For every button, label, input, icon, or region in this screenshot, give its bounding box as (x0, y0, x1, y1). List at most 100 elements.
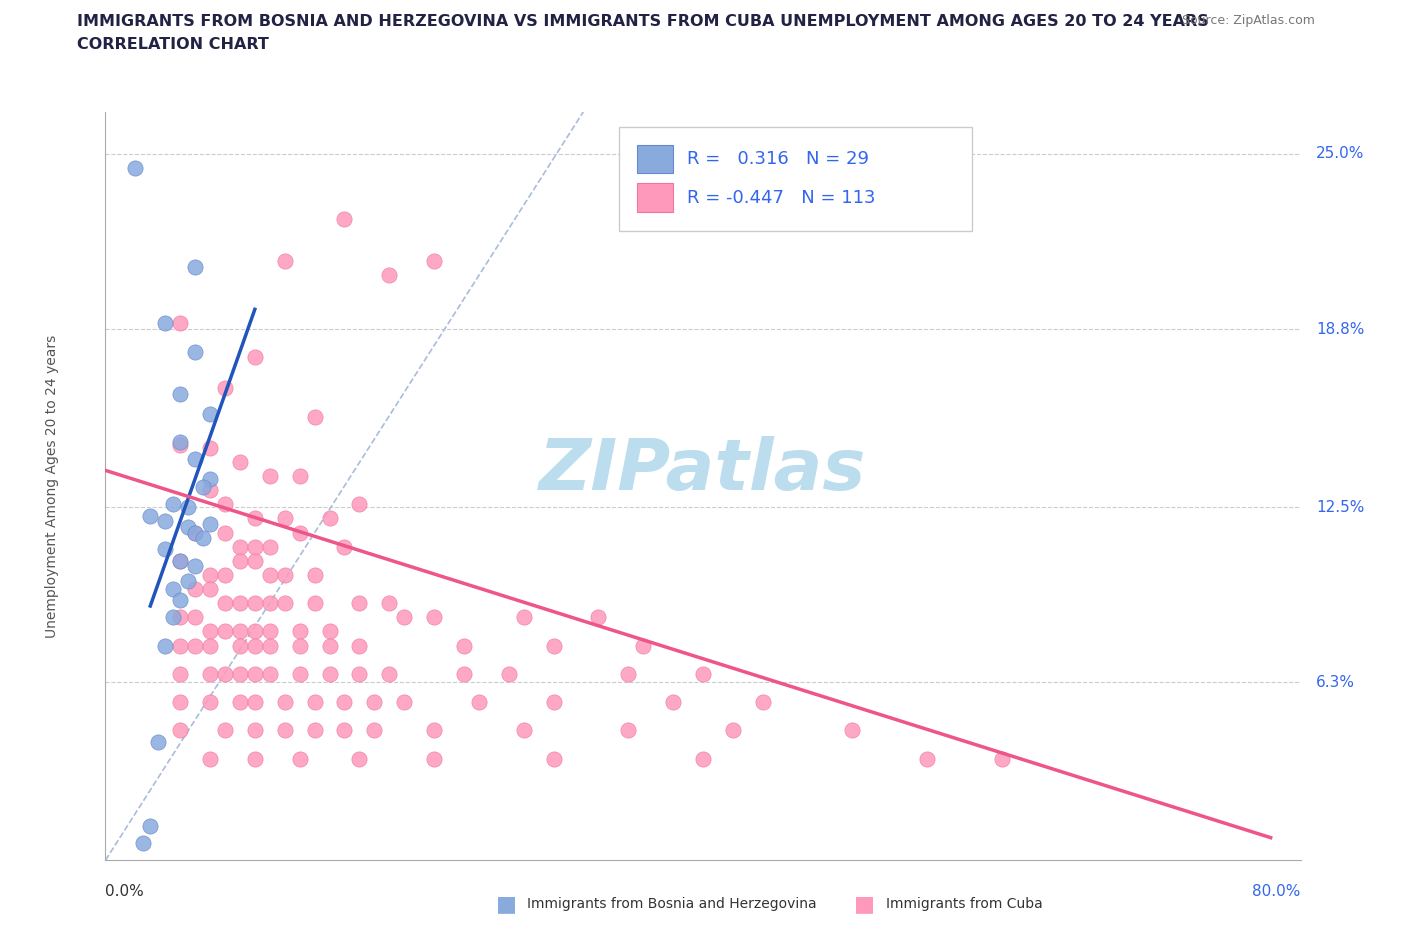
Point (318, 511, 340, 525)
Text: CORRELATION CHART: CORRELATION CHART (77, 37, 269, 52)
Point (349, 596, 371, 611)
Point (288, 638, 311, 653)
Point (349, 497, 371, 512)
Point (423, 610, 446, 625)
Point (139, 819, 162, 834)
Point (243, 638, 266, 653)
Point (617, 723, 640, 737)
Point (243, 624, 266, 639)
Point (423, 751, 446, 766)
Point (198, 517, 221, 532)
Text: Immigrants from Cuba: Immigrants from Cuba (886, 897, 1042, 911)
Point (214, 567, 236, 582)
Point (453, 638, 475, 653)
Point (198, 667, 221, 682)
Point (198, 638, 221, 653)
Point (229, 667, 252, 682)
Text: 12.5%: 12.5% (1316, 499, 1364, 514)
Text: 0.0%: 0.0% (105, 884, 145, 899)
Point (124, 161, 146, 176)
Point (155, 638, 177, 653)
Point (333, 539, 356, 554)
Point (378, 667, 401, 682)
Point (169, 695, 191, 710)
Text: 18.8%: 18.8% (1316, 322, 1364, 337)
Point (273, 723, 295, 737)
Point (169, 437, 191, 452)
Point (169, 316, 191, 331)
Point (155, 542, 177, 557)
Point (229, 695, 252, 710)
Point (169, 723, 191, 737)
Point (214, 723, 236, 737)
Point (259, 667, 281, 682)
Point (214, 667, 236, 682)
Point (288, 667, 311, 682)
Point (214, 497, 236, 512)
Point (198, 581, 221, 596)
Point (229, 624, 252, 639)
Point (318, 638, 340, 653)
Point (349, 667, 371, 682)
Point (288, 525, 311, 540)
Point (229, 553, 252, 568)
Point (243, 695, 266, 710)
Text: Source: ZipAtlas.com: Source: ZipAtlas.com (1181, 14, 1315, 27)
Point (304, 723, 326, 737)
Point (146, 734, 169, 749)
Point (692, 751, 714, 766)
Text: 80.0%: 80.0% (1253, 884, 1301, 899)
Point (990, 751, 1012, 766)
Point (229, 539, 252, 554)
Point (214, 381, 236, 396)
Point (191, 480, 214, 495)
Text: IMMIGRANTS FROM BOSNIA AND HERZEGOVINA VS IMMIGRANTS FROM CUBA UNEMPLOYMENT AMON: IMMIGRANTS FROM BOSNIA AND HERZEGOVINA V… (77, 14, 1209, 29)
Point (288, 469, 311, 484)
Point (162, 610, 184, 625)
Point (588, 610, 610, 625)
Point (229, 455, 252, 470)
Point (394, 610, 416, 625)
Point (229, 596, 252, 611)
Point (184, 344, 207, 359)
Point (273, 254, 295, 269)
Point (468, 695, 491, 710)
Point (692, 667, 714, 682)
Point (184, 610, 207, 625)
Point (259, 624, 281, 639)
Text: Immigrants from Bosnia and Herzegovina: Immigrants from Bosnia and Herzegovina (527, 897, 817, 911)
Text: ■: ■ (496, 894, 516, 914)
Point (132, 836, 155, 851)
Point (169, 667, 191, 682)
Point (259, 539, 281, 554)
Point (751, 695, 773, 710)
Text: R =   0.316   N = 29: R = 0.316 N = 29 (688, 150, 869, 167)
Point (617, 667, 640, 682)
Point (162, 581, 184, 596)
Text: 6.3%: 6.3% (1316, 675, 1355, 690)
Point (162, 497, 184, 512)
Point (155, 513, 177, 528)
Point (169, 434, 191, 449)
Point (243, 723, 266, 737)
Point (841, 723, 863, 737)
Point (176, 499, 198, 514)
Point (229, 638, 252, 653)
Point (243, 596, 266, 611)
Text: R = -0.447   N = 113: R = -0.447 N = 113 (688, 189, 876, 206)
Text: ZIPatlas: ZIPatlas (540, 436, 866, 505)
Point (273, 511, 295, 525)
Point (214, 624, 236, 639)
Point (243, 751, 266, 766)
Point (184, 559, 207, 574)
Point (543, 695, 565, 710)
Point (184, 259, 207, 274)
Point (198, 751, 221, 766)
Point (243, 553, 266, 568)
Point (304, 695, 326, 710)
Point (198, 483, 221, 498)
Point (915, 751, 938, 766)
Point (423, 723, 446, 737)
Point (169, 553, 191, 568)
Point (543, 638, 565, 653)
